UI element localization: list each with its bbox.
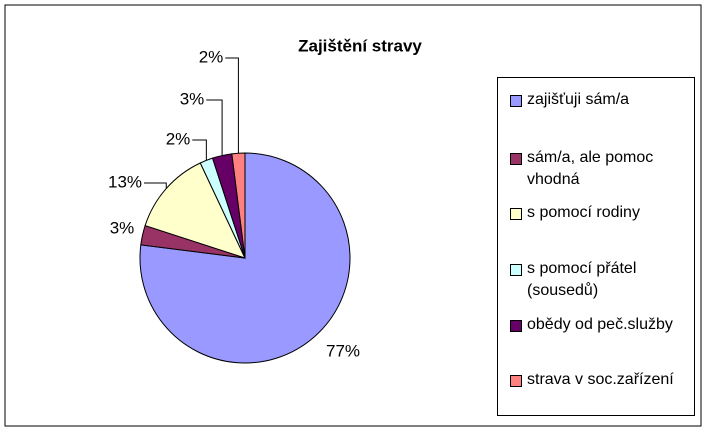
legend-swatch	[510, 95, 522, 107]
legend-swatch	[510, 153, 522, 165]
legend-label: strava v soc.zařízení	[527, 371, 674, 388]
legend-swatch	[510, 375, 522, 387]
leader-line	[192, 139, 207, 161]
legend-swatch	[510, 264, 522, 276]
leader-line	[225, 57, 239, 154]
legend-entry: zajišťuji sám/a	[510, 89, 690, 111]
chart-border	[4, 4, 702, 427]
legend-label: zajišťuji sám/a	[527, 91, 630, 108]
data-label: 77%	[326, 341, 360, 360]
chart-title: Zajištění stravy	[298, 36, 422, 55]
legend-entry: s pomocí rodiny	[510, 202, 690, 224]
data-label: 3%	[110, 218, 135, 237]
legend-entry: s pomocí přátel (sousedů)	[510, 258, 690, 302]
data-label: 3%	[180, 89, 205, 108]
pie-slice	[144, 162, 246, 259]
legend-label: obědy od peč.služby	[527, 316, 673, 333]
legend-swatch	[510, 320, 522, 332]
legend-label: s pomocí přátel (sousedů)	[527, 260, 637, 299]
legend-entry: sám/a, ale pomoc vhodná	[510, 147, 690, 191]
legend: zajišťuji sám/a sám/a, ale pomoc vhodná s …	[497, 77, 695, 416]
legend-label: sám/a, ale pomoc vhodná	[527, 149, 654, 188]
legend-label: s pomocí rodiny	[527, 204, 640, 221]
data-label: 2%	[166, 129, 191, 148]
legend-swatch	[510, 208, 522, 220]
data-label: 2%	[199, 47, 224, 66]
legend-entry: obědy od peč.služby	[510, 314, 690, 336]
leader-line	[206, 99, 223, 156]
pie-slice	[231, 152, 246, 259]
data-label: 13%	[108, 172, 142, 191]
legend-entry: strava v soc.zařízení	[510, 369, 690, 391]
leader-line	[144, 182, 167, 189]
